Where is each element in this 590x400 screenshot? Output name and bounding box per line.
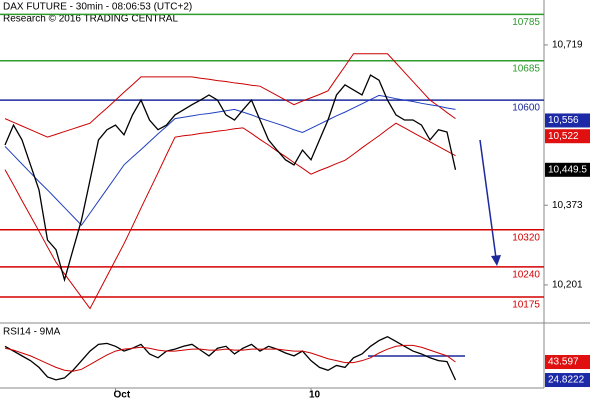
price-box-label: 10,522 [548, 131, 579, 142]
series-line [4, 53, 456, 138]
level-label: 10600 [512, 103, 540, 114]
level-label: 10320 [512, 232, 540, 243]
level-label: 10175 [512, 300, 540, 311]
y-tick-label: 10,719 [552, 40, 583, 51]
y-tick-label: 10,373 [552, 200, 583, 211]
chart-title: DAX FUTURE - 30min - 08:06:53 (UTC+2) [3, 2, 192, 13]
price-box [545, 113, 590, 128]
series-line [4, 122, 456, 310]
x-tick-label: 10 [309, 390, 321, 400]
forecast-arrow [479, 139, 497, 259]
chart-subtitle: Research © 2016 TRADING CENTRAL [3, 14, 178, 25]
value-box-label: 43.597 [548, 357, 579, 368]
price-box-label: 10,556 [548, 115, 579, 126]
value-box-label: 24.8222 [548, 375, 585, 386]
arrow-head [491, 255, 501, 266]
price-box [545, 129, 590, 144]
series-line [4, 344, 456, 372]
value-box [545, 373, 590, 388]
value-box [545, 355, 590, 370]
price-box [545, 162, 590, 177]
level-label: 10240 [512, 270, 540, 281]
series-line [4, 74, 457, 283]
level-label: 10785 [512, 17, 540, 28]
rsi-title: RSI14 - 9MA [3, 327, 61, 338]
y-tick-label: 10,201 [552, 280, 583, 291]
price-box-label: 10,449.5 [548, 164, 587, 175]
x-tick-label: Oct [114, 390, 131, 400]
level-label: 10685 [512, 63, 540, 74]
